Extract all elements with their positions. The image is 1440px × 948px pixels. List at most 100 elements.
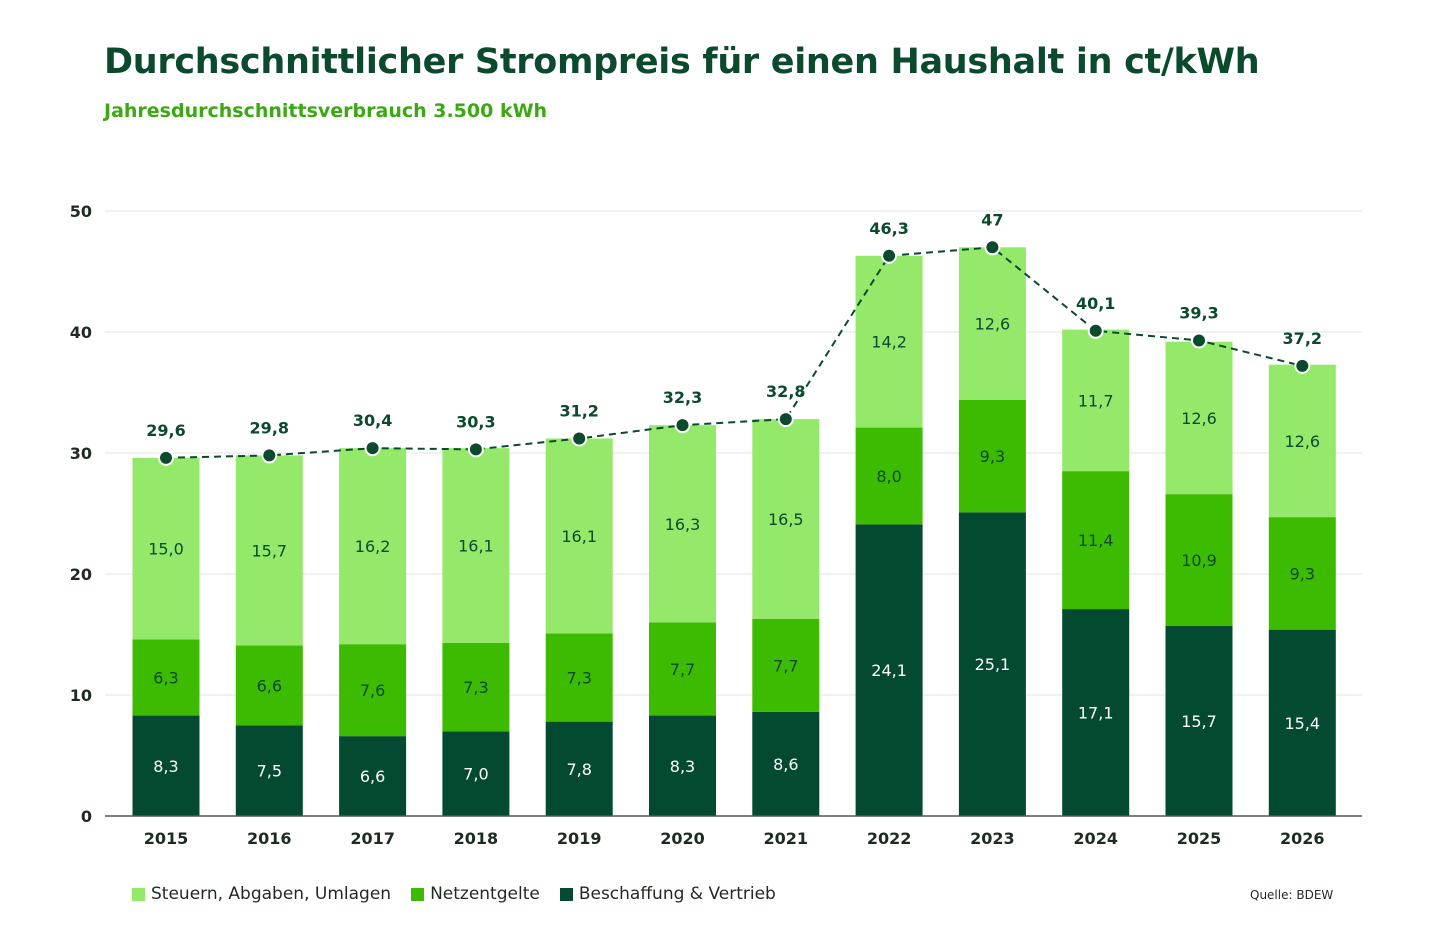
- segment-label: 7,0: [463, 765, 488, 784]
- total-point: [1087, 322, 1104, 339]
- segment-label: 16,1: [561, 527, 597, 546]
- y-tick-label: 40: [70, 323, 92, 342]
- bar-segment: [1062, 609, 1130, 816]
- bar-segment: [132, 639, 200, 716]
- total-point: [1294, 357, 1311, 374]
- bar-segment: [132, 715, 200, 816]
- y-tick-label: 10: [70, 686, 92, 705]
- segment-label: 8,3: [153, 757, 178, 776]
- total-point: [674, 417, 691, 434]
- y-tick-label: 30: [70, 444, 92, 463]
- segment-label: 12,6: [1181, 409, 1217, 428]
- bar-segment: [855, 524, 923, 816]
- segment-label: 15,4: [1284, 714, 1320, 733]
- total-label: 29,8: [250, 418, 289, 437]
- total-point: [777, 411, 794, 428]
- x-tick-label: 2019: [557, 829, 602, 848]
- bar-segment: [958, 512, 1026, 816]
- bar-segment: [339, 448, 407, 645]
- segment-label: 6,3: [153, 668, 178, 687]
- chart-title: Durchschnittlicher Strompreis für einen …: [104, 42, 1260, 82]
- total-point: [984, 239, 1001, 256]
- segment-label: 11,4: [1078, 531, 1114, 550]
- bar-segment: [752, 711, 820, 816]
- segment-label: 25,1: [975, 655, 1011, 674]
- legend-label: Steuern, Abgaben, Umlagen: [151, 884, 392, 904]
- bar-segment: [1268, 364, 1336, 518]
- segment-label: 8,0: [876, 467, 901, 486]
- total-line: [165, 246, 1303, 459]
- bar-segment: [958, 399, 1026, 513]
- segment-label: 15,0: [148, 540, 184, 559]
- total-label: 47: [981, 210, 1003, 229]
- segment-label: 7,7: [670, 660, 695, 679]
- total-label: 30,3: [456, 412, 495, 431]
- segment-label: 7,6: [360, 681, 385, 700]
- bar-segment: [1165, 341, 1233, 495]
- x-tick-label: 2017: [350, 829, 395, 848]
- total-point: [1191, 332, 1207, 349]
- bar-segment: [1062, 329, 1130, 472]
- segment-label: 9,3: [1290, 564, 1315, 583]
- legend-swatch: [132, 887, 145, 901]
- y-tick-label: 0: [81, 807, 92, 826]
- legend-swatch: [411, 887, 425, 901]
- total-label: 32,8: [766, 382, 805, 401]
- x-tick-label: 2021: [764, 829, 809, 848]
- total-point: [467, 441, 484, 458]
- bar-segment: [235, 645, 303, 726]
- x-tick-label: 2024: [1073, 829, 1118, 848]
- bar-segment: [545, 438, 613, 634]
- bar-segment: [649, 715, 716, 816]
- segment-label: 8,3: [670, 757, 695, 776]
- y-tick-label: 20: [70, 565, 92, 584]
- segment-label: 24,1: [871, 661, 907, 680]
- legend-swatch: [559, 887, 573, 901]
- bar-segment: [235, 455, 303, 646]
- x-tick-label: 2025: [1177, 829, 1222, 848]
- total-point: [158, 449, 174, 466]
- segment-label: 16,2: [355, 537, 391, 556]
- segment-label: 15,7: [1181, 712, 1217, 731]
- total-point: [261, 447, 278, 464]
- total-label: 39,3: [1179, 303, 1218, 322]
- y-tick-label: 50: [70, 202, 92, 221]
- segment-label: 6,6: [257, 676, 282, 695]
- x-tick-label: 2015: [144, 829, 189, 848]
- x-tick-label: 2022: [867, 829, 912, 848]
- bar-segment: [1268, 517, 1336, 630]
- bar-segment: [235, 725, 303, 816]
- x-tick-label: 2018: [454, 829, 499, 848]
- segment-label: 10,9: [1181, 551, 1217, 570]
- segment-label: 15,7: [251, 541, 287, 560]
- x-tick-label: 2023: [970, 829, 1015, 848]
- source-note: Quelle: BDEW: [1250, 888, 1334, 902]
- bar-segment: [545, 633, 613, 722]
- segment-label: 9,3: [980, 447, 1005, 466]
- bar-segment: [1062, 471, 1130, 610]
- total-label: 30,4: [353, 411, 392, 430]
- x-tick-label: 2020: [660, 829, 705, 848]
- legend-item-netzentgelte: Netzentgelte: [411, 884, 540, 904]
- total-label: 31,2: [559, 401, 598, 420]
- segment-label: 16,5: [768, 510, 804, 529]
- bar-segment: [339, 644, 407, 737]
- segment-label: 11,7: [1078, 391, 1114, 410]
- legend-label: Beschaffung & Vertrieb: [578, 884, 776, 904]
- segment-label: 16,1: [458, 537, 494, 556]
- bar-segment: [1268, 629, 1336, 816]
- total-label: 37,2: [1283, 329, 1322, 348]
- bar-segment: [1165, 626, 1233, 816]
- segment-label: 14,2: [871, 333, 907, 352]
- segment-label: 7,3: [463, 678, 488, 697]
- bar-segment: [132, 457, 200, 640]
- x-tick-label: 2016: [247, 829, 292, 848]
- bar-segment: [752, 419, 820, 619]
- bar-segment: [1165, 494, 1233, 627]
- total-point: [881, 247, 898, 264]
- segment-label: 6,6: [360, 767, 385, 786]
- bar-segment: [442, 642, 510, 732]
- total-label: 46,3: [869, 219, 908, 238]
- x-tick-label: 2026: [1280, 829, 1325, 848]
- bar-segment: [958, 247, 1026, 400]
